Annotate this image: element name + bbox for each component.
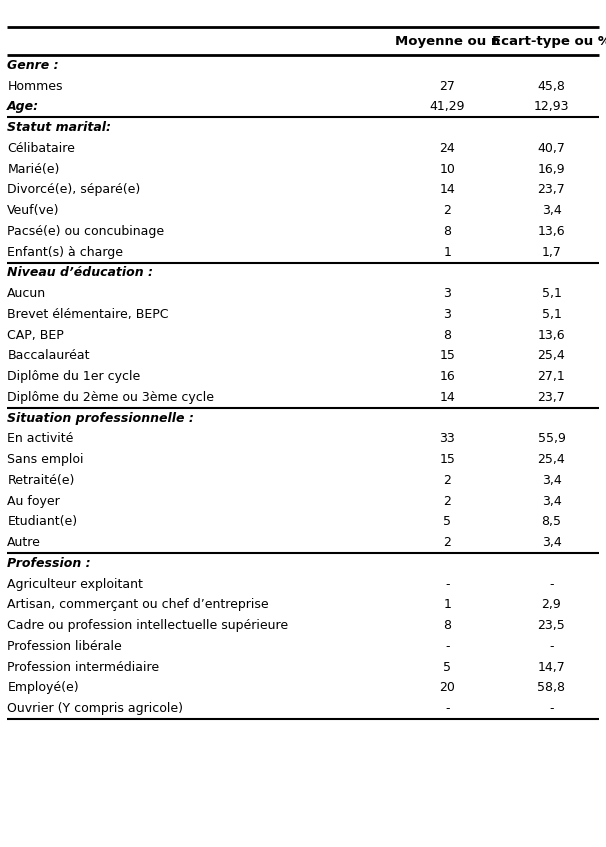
Text: Enfant(s) à charge: Enfant(s) à charge [7,246,123,258]
Text: Autre: Autre [7,536,41,549]
Text: Artisan, commerçant ou chef d’entreprise: Artisan, commerçant ou chef d’entreprise [7,599,269,612]
Text: 8,5: 8,5 [541,516,562,529]
Text: Profession :: Profession : [7,557,91,570]
Text: Baccalauréat: Baccalauréat [7,350,90,363]
Text: Moyenne ou n: Moyenne ou n [395,35,500,47]
Text: 3,4: 3,4 [542,536,561,549]
Text: 15: 15 [439,350,455,363]
Text: Profession intermédiaire: Profession intermédiaire [7,661,159,673]
Text: 2: 2 [444,474,451,487]
Text: 5,1: 5,1 [542,308,561,321]
Text: 33: 33 [439,433,455,446]
Text: Divorcé(e), séparé(e): Divorcé(e), séparé(e) [7,184,141,197]
Text: 27: 27 [439,80,455,92]
Text: Célibataire: Célibataire [7,142,75,155]
Text: 45,8: 45,8 [538,80,565,92]
Text: 3,4: 3,4 [542,474,561,487]
Text: Situation professionnelle :: Situation professionnelle : [7,412,194,424]
Text: Hommes: Hommes [7,80,63,92]
Text: Employé(e): Employé(e) [7,682,79,695]
Text: 2: 2 [444,495,451,507]
Text: Pacsé(e) ou concubinage: Pacsé(e) ou concubinage [7,225,164,238]
Text: Marié(e): Marié(e) [7,163,59,175]
Text: 3: 3 [444,287,451,300]
Text: -: - [549,640,554,653]
Text: 12,93: 12,93 [534,101,569,113]
Text: Age:: Age: [7,101,39,113]
Text: -: - [445,640,450,653]
Text: 15: 15 [439,453,455,466]
Text: Sans emploi: Sans emploi [7,453,84,466]
Text: Veuf(ve): Veuf(ve) [7,204,60,217]
Text: Statut marital:: Statut marital: [7,121,112,134]
Text: 14: 14 [439,184,455,197]
Text: Aucun: Aucun [7,287,47,300]
Text: En activité: En activité [7,433,74,446]
Text: -: - [549,578,554,590]
Text: Ouvrier (Y compris agricole): Ouvrier (Y compris agricole) [7,702,183,715]
Text: Cadre ou profession intellectuelle supérieure: Cadre ou profession intellectuelle supér… [7,619,288,632]
Text: 2,9: 2,9 [542,599,561,612]
Text: 23,7: 23,7 [538,184,565,197]
Text: 27,1: 27,1 [538,370,565,383]
Text: 40,7: 40,7 [538,142,565,155]
Text: 23,7: 23,7 [538,391,565,404]
Text: 13,6: 13,6 [538,329,565,341]
Text: -: - [445,702,450,715]
Text: Retraité(e): Retraité(e) [7,474,75,487]
Text: 20: 20 [439,682,455,695]
Text: 10: 10 [439,163,455,175]
Text: 5: 5 [443,516,451,529]
Text: 3: 3 [444,308,451,321]
Text: 1: 1 [444,599,451,612]
Text: 24: 24 [439,142,455,155]
Text: 25,4: 25,4 [538,350,565,363]
Text: 2: 2 [444,536,451,549]
Text: 1: 1 [444,246,451,258]
Text: 2: 2 [444,204,451,217]
Text: 8: 8 [443,329,451,341]
Text: 16,9: 16,9 [538,163,565,175]
Text: 16: 16 [439,370,455,383]
Text: Diplôme du 1er cycle: Diplôme du 1er cycle [7,370,141,383]
Text: 23,5: 23,5 [538,619,565,632]
Text: 5,1: 5,1 [542,287,561,300]
Text: Profession libérale: Profession libérale [7,640,122,653]
Text: Ecart-type ou %: Ecart-type ou % [492,35,606,47]
Text: Etudiant(e): Etudiant(e) [7,516,78,529]
Text: 1,7: 1,7 [542,246,561,258]
Text: Agriculteur exploitant: Agriculteur exploitant [7,578,143,590]
Text: Au foyer: Au foyer [7,495,60,507]
Text: 3,4: 3,4 [542,204,561,217]
Text: 55,9: 55,9 [538,433,565,446]
Text: 25,4: 25,4 [538,453,565,466]
Text: 8: 8 [443,619,451,632]
Text: 8: 8 [443,225,451,238]
Text: Niveau d’éducation :: Niveau d’éducation : [7,267,153,280]
Text: 3,4: 3,4 [542,495,561,507]
Text: Diplôme du 2ème ou 3ème cycle: Diplôme du 2ème ou 3ème cycle [7,391,215,404]
Text: 58,8: 58,8 [538,682,565,695]
Text: -: - [445,578,450,590]
Text: -: - [549,702,554,715]
Text: 5: 5 [443,661,451,673]
Text: 14: 14 [439,391,455,404]
Text: Brevet élémentaire, BEPC: Brevet élémentaire, BEPC [7,308,169,321]
Text: Genre :: Genre : [7,59,59,72]
Text: 13,6: 13,6 [538,225,565,238]
Text: 14,7: 14,7 [538,661,565,673]
Text: CAP, BEP: CAP, BEP [7,329,64,341]
Text: 41,29: 41,29 [430,101,465,113]
